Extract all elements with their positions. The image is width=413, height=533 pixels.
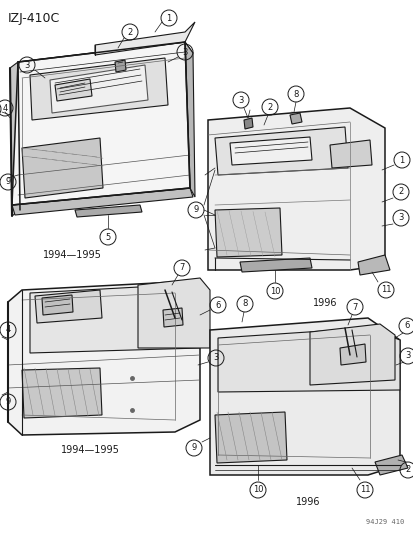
Polygon shape	[95, 22, 195, 55]
Polygon shape	[357, 255, 389, 275]
Polygon shape	[309, 324, 394, 385]
Text: 3: 3	[238, 95, 243, 104]
Polygon shape	[115, 60, 126, 72]
Polygon shape	[329, 140, 371, 168]
Text: 2: 2	[397, 188, 403, 197]
Text: 8: 8	[242, 300, 247, 309]
Text: 7: 7	[179, 263, 184, 272]
Text: 1996: 1996	[312, 298, 337, 308]
Polygon shape	[243, 118, 252, 129]
Text: 11: 11	[359, 486, 369, 495]
Polygon shape	[12, 188, 192, 215]
Polygon shape	[339, 344, 365, 365]
Polygon shape	[18, 42, 192, 72]
Text: 9: 9	[193, 206, 198, 214]
Polygon shape	[10, 62, 20, 216]
Polygon shape	[207, 108, 384, 270]
Polygon shape	[289, 113, 301, 124]
Text: 3: 3	[404, 351, 410, 360]
Polygon shape	[218, 328, 399, 392]
Text: 5: 5	[105, 232, 110, 241]
Text: 1: 1	[399, 156, 404, 165]
Text: 10: 10	[269, 287, 280, 295]
Polygon shape	[240, 258, 311, 272]
Text: 9: 9	[191, 443, 196, 453]
Text: 8: 8	[292, 90, 298, 99]
Text: 1996: 1996	[295, 497, 320, 507]
Polygon shape	[230, 137, 311, 165]
Text: 3: 3	[397, 214, 403, 222]
Polygon shape	[185, 42, 195, 197]
Text: 4: 4	[5, 326, 11, 335]
Text: 3: 3	[182, 47, 187, 56]
Text: 6: 6	[215, 301, 220, 310]
Polygon shape	[35, 290, 102, 323]
Polygon shape	[12, 42, 190, 205]
Polygon shape	[214, 127, 347, 175]
Polygon shape	[50, 65, 147, 113]
Polygon shape	[214, 412, 286, 463]
Text: 3: 3	[213, 353, 218, 362]
Polygon shape	[42, 295, 73, 315]
Text: 7: 7	[351, 303, 357, 311]
Text: 3: 3	[24, 61, 30, 69]
Polygon shape	[75, 205, 142, 217]
Polygon shape	[30, 58, 168, 120]
Text: 9: 9	[5, 177, 11, 187]
Polygon shape	[374, 455, 407, 475]
Text: 9: 9	[5, 398, 11, 407]
Polygon shape	[22, 368, 102, 418]
Polygon shape	[214, 208, 281, 257]
Text: 11: 11	[380, 286, 390, 295]
Text: 94J29 410: 94J29 410	[365, 519, 403, 525]
Polygon shape	[30, 285, 199, 353]
Polygon shape	[163, 308, 183, 327]
Polygon shape	[22, 138, 103, 198]
Polygon shape	[209, 318, 399, 475]
Text: 2: 2	[127, 28, 132, 36]
Text: 2: 2	[267, 102, 272, 111]
Text: 1: 1	[166, 13, 171, 22]
Polygon shape	[55, 79, 92, 101]
Text: 1994—1995: 1994—1995	[43, 250, 101, 260]
Polygon shape	[8, 282, 199, 435]
Text: 10: 10	[252, 486, 263, 495]
Text: 6: 6	[404, 321, 409, 330]
Text: 2: 2	[404, 465, 410, 474]
Text: 4: 4	[2, 103, 7, 112]
Text: 1994—1995: 1994—1995	[60, 445, 119, 455]
Text: IZJ-410C: IZJ-410C	[8, 12, 60, 25]
Polygon shape	[138, 278, 209, 348]
